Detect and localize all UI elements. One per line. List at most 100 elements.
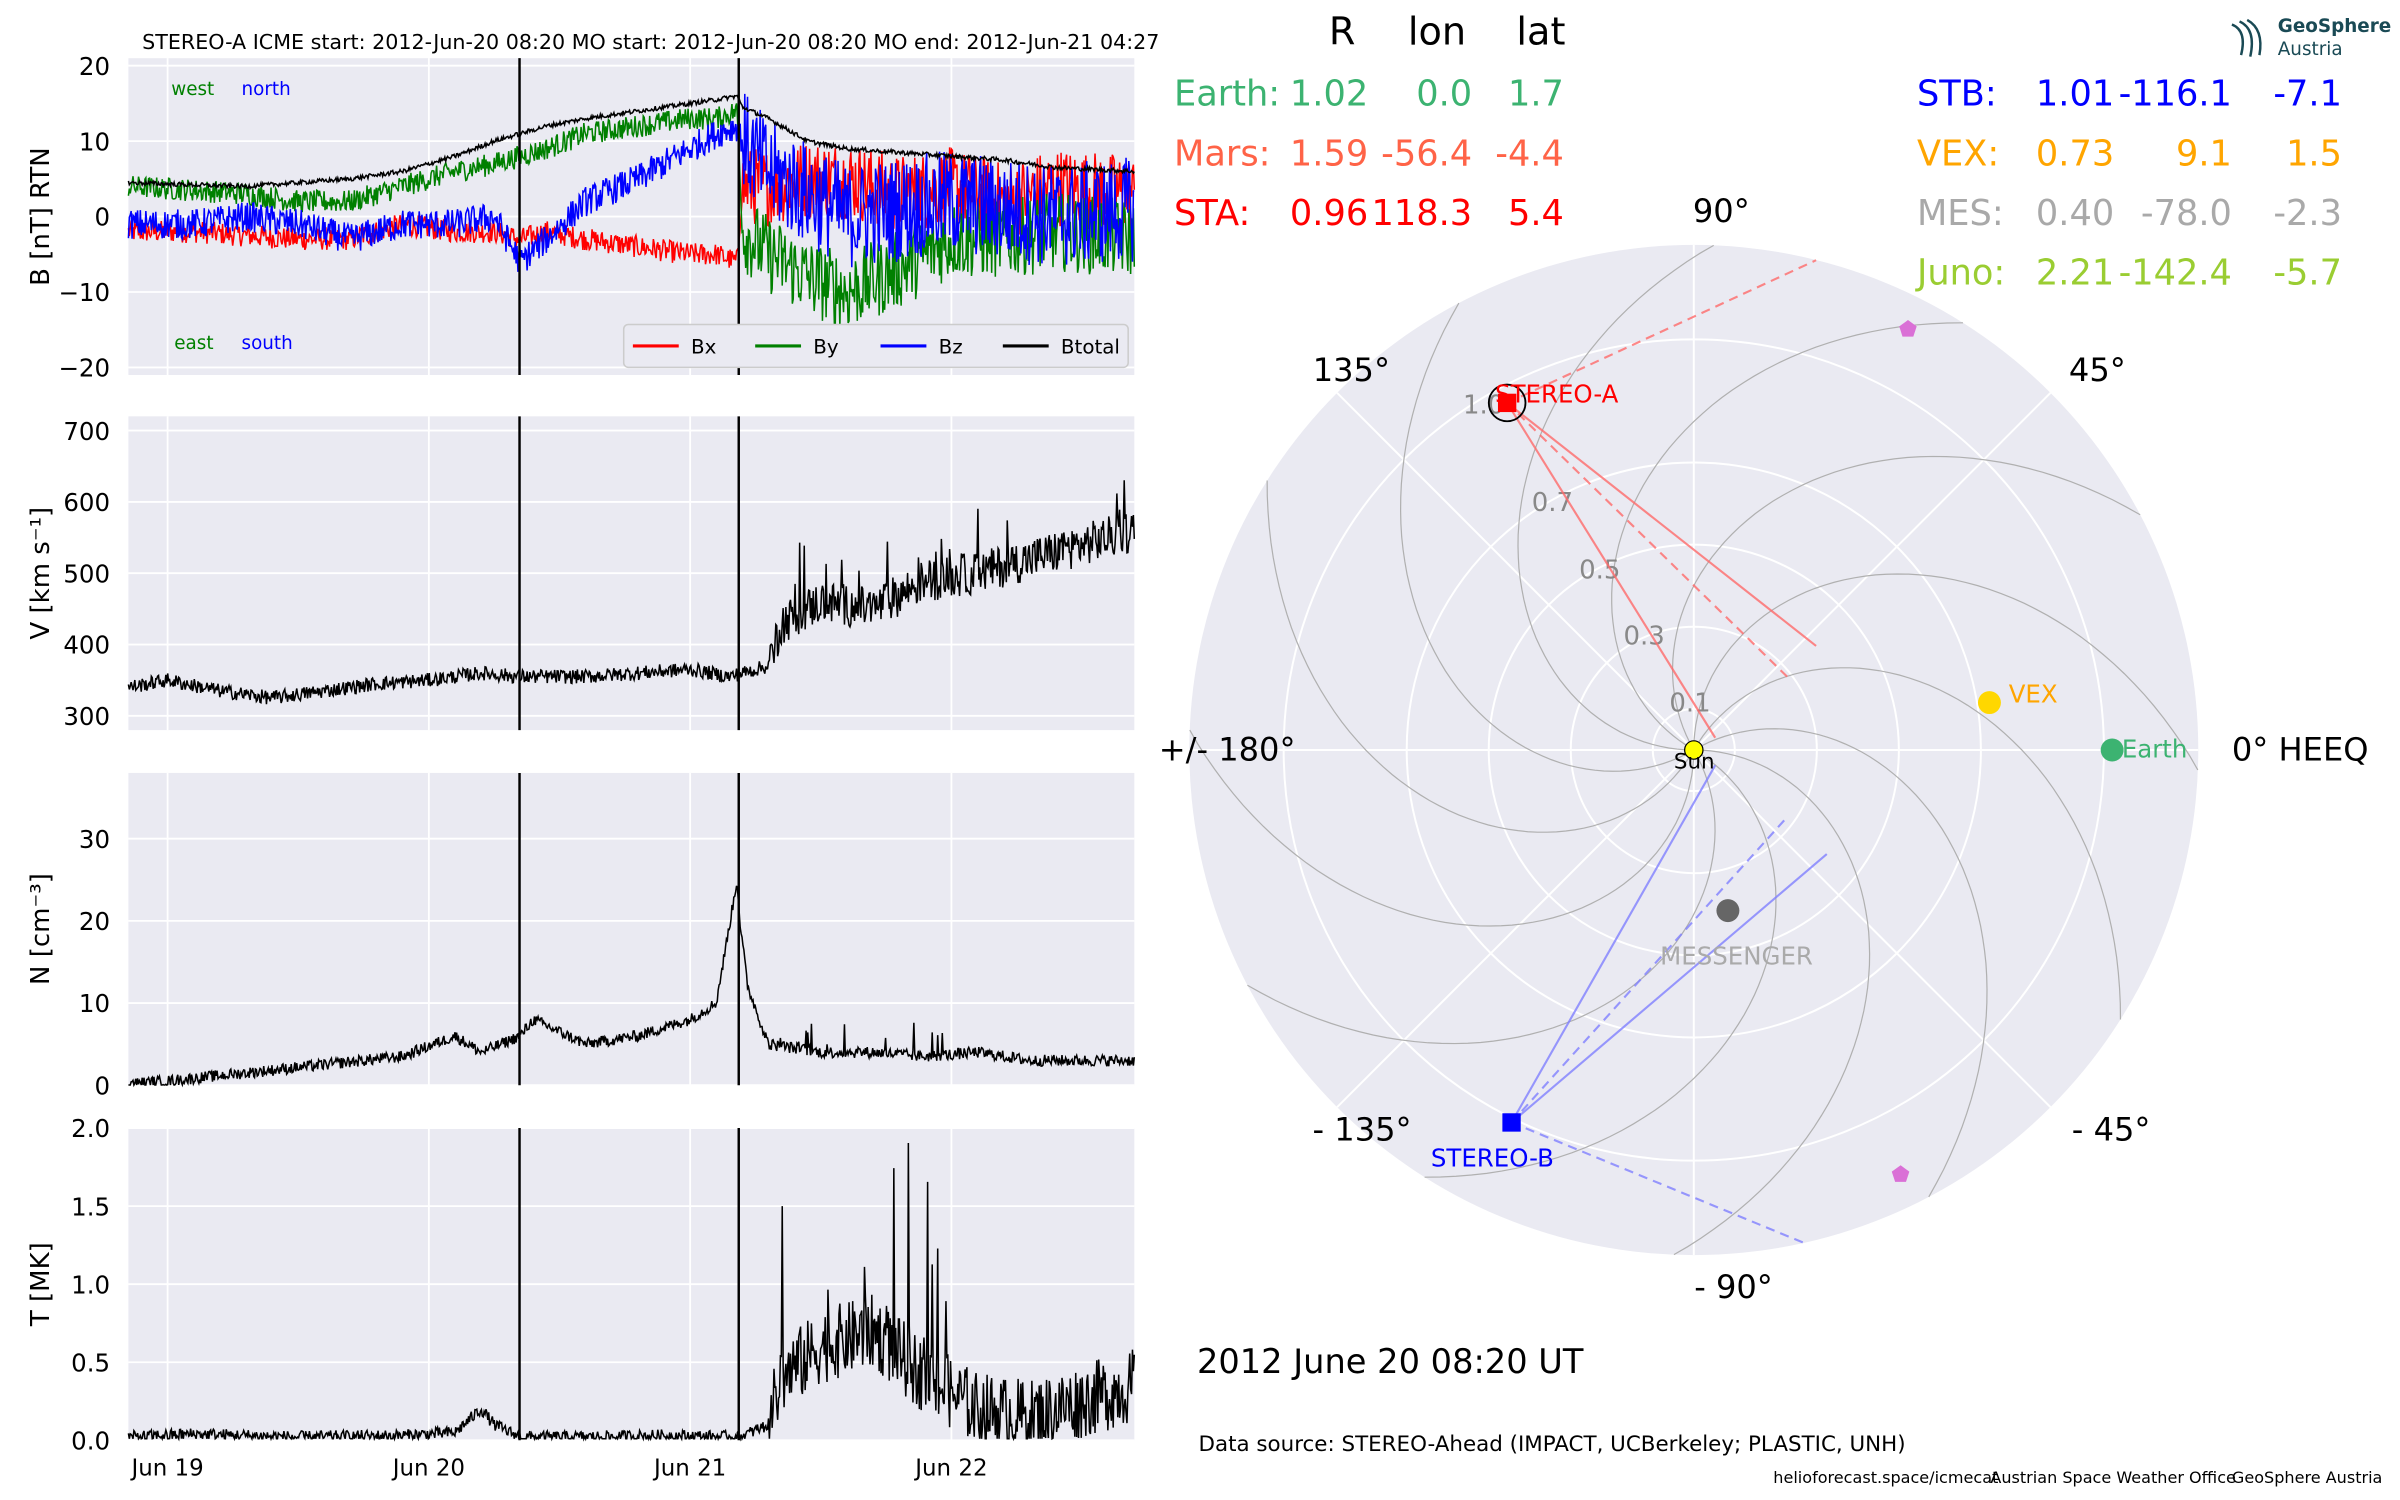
vex-marker bbox=[1977, 691, 2001, 715]
y-tick-label: −20 bbox=[58, 354, 110, 383]
sun-label: Sun bbox=[1674, 749, 1715, 774]
angle-label: - 90° bbox=[1694, 1268, 1773, 1306]
y-axis-label: N [cm⁻³] bbox=[26, 873, 56, 985]
field-lines bbox=[1506, 259, 1828, 1244]
angle-label: 135° bbox=[1313, 351, 1390, 389]
stereo-b-marker bbox=[1502, 1113, 1521, 1132]
table-header: R bbox=[1329, 10, 1356, 54]
parker-spiral bbox=[1189, 729, 1695, 927]
field-line bbox=[1506, 402, 1717, 739]
y-tick-label: 700 bbox=[63, 417, 110, 446]
series-data-line bbox=[127, 1143, 1136, 1442]
parker-spiral bbox=[1693, 728, 1988, 1198]
logo-line1: GeoSphere bbox=[2277, 15, 2392, 37]
series-data-line bbox=[127, 480, 1136, 705]
earth-label: Earth bbox=[2122, 735, 2188, 764]
series-by-line bbox=[127, 103, 1136, 329]
parker-spiral bbox=[1266, 480, 1695, 833]
parker-spiral bbox=[1611, 322, 1964, 751]
footer-office: Austrian Space Weather Office bbox=[1990, 1469, 2236, 1488]
table-row-r: 1.01 bbox=[2036, 74, 2114, 115]
y-axis-label: B [nT] RTN bbox=[26, 147, 56, 286]
radial-tick-label: 1.0 bbox=[1463, 390, 1504, 420]
table-row-lat: 5.4 bbox=[1508, 193, 1564, 234]
y-axis-label: V [km s⁻¹] bbox=[26, 507, 56, 640]
angle-label: 90° bbox=[1693, 192, 1750, 230]
table-row-name: STA: bbox=[1174, 193, 1250, 234]
y-tick-label: 1.0 bbox=[71, 1270, 110, 1299]
annotation-south: south bbox=[242, 333, 293, 354]
geosphere-logo: GeoSphere Austria bbox=[2226, 12, 2394, 64]
stereo-b-label: STEREO-B bbox=[1431, 1143, 1554, 1172]
field-line bbox=[1511, 1121, 1805, 1244]
annotation-north: north bbox=[242, 79, 291, 100]
stereo-a-marker bbox=[1497, 393, 1517, 413]
table-row-lon: 9.1 bbox=[2176, 133, 2232, 174]
table-row-name: Mars: bbox=[1174, 133, 1270, 174]
legend: Bx By Bz Btotal bbox=[622, 323, 1129, 369]
panel-1: 20 10 0 −10 −20 B [nT] RTN bbox=[26, 52, 1136, 383]
y-tick-label: 2.0 bbox=[71, 1114, 110, 1143]
y-tick-label: 10 bbox=[79, 989, 110, 1018]
y-tick-label: 400 bbox=[63, 631, 110, 660]
table-row-r: 0.40 bbox=[2036, 193, 2114, 234]
table-row-r: 2.21 bbox=[2036, 253, 2114, 294]
field-line bbox=[1510, 818, 1787, 1124]
table-row-lon: -116.1 bbox=[2119, 74, 2232, 115]
x-tick-label: Jun 21 bbox=[652, 1455, 726, 1481]
table-row-lat: -5.7 bbox=[2273, 253, 2342, 294]
messenger-marker bbox=[1716, 899, 1740, 923]
y-tick-label: 300 bbox=[63, 702, 110, 731]
geosphere-logo-icon bbox=[2231, 18, 2262, 57]
angle-label: 45° bbox=[2069, 351, 2126, 389]
footer-site: helioforecast.space/icmecat bbox=[1773, 1469, 1999, 1488]
parker-spiral bbox=[1247, 749, 1716, 1045]
y-tick-label: 0.0 bbox=[71, 1426, 110, 1455]
planet-markers bbox=[1487, 320, 2124, 1182]
angle-label: - 135° bbox=[1313, 1110, 1412, 1148]
vex-label: VEX bbox=[2009, 680, 2058, 709]
y-tick-label: 10 bbox=[79, 127, 110, 156]
stereo-a-label: STEREO-A bbox=[1495, 380, 1619, 409]
parker-spiral bbox=[1399, 302, 1695, 772]
table-row-r: 1.59 bbox=[1290, 133, 1368, 174]
parker-spiral bbox=[1424, 749, 1777, 1178]
radial-tick-label: 0.1 bbox=[1669, 689, 1710, 719]
x-tick-label: Jun 22 bbox=[913, 1455, 987, 1481]
table-row-name: Earth: bbox=[1174, 74, 1280, 115]
panel-2: 300 400 500 600 700 V [km s⁻¹] bbox=[26, 416, 1136, 731]
table-row-r: 0.73 bbox=[2036, 133, 2114, 174]
y-tick-label: 500 bbox=[63, 559, 110, 588]
y-tick-label: 20 bbox=[79, 52, 110, 81]
angle-label: - 45° bbox=[2072, 1110, 2151, 1148]
field-line bbox=[1506, 259, 1817, 404]
legend-label-btotal: Btotal bbox=[1061, 336, 1120, 359]
parker-spiral bbox=[1517, 244, 1714, 751]
field-line bbox=[1506, 402, 1817, 647]
table-row-lat: 1.7 bbox=[1508, 74, 1564, 115]
radial-tick-label: 0.5 bbox=[1579, 556, 1620, 586]
data-source: Data source: STEREO-Ahead (IMPACT, UCBer… bbox=[1198, 1432, 1906, 1458]
logo-line2: Austria bbox=[2277, 38, 2343, 60]
table-header: lon bbox=[1408, 10, 1466, 54]
table-row-name: Juno: bbox=[1915, 253, 2005, 294]
x-tick-label: Jun 19 bbox=[129, 1455, 203, 1481]
parker-spiral bbox=[1693, 667, 2122, 1020]
pentagon-marker bbox=[1899, 320, 1917, 337]
parker-spiral bbox=[1673, 749, 1871, 1256]
table-row-r: 0.96 bbox=[1290, 193, 1368, 234]
x-tick-label: Jun 20 bbox=[391, 1455, 465, 1481]
footer-org: GeoSphere Austria bbox=[2231, 1469, 2383, 1488]
y-tick-label: 600 bbox=[63, 488, 110, 517]
table-row-name: VEX: bbox=[1917, 133, 1999, 174]
table-row-lat: 1.5 bbox=[2286, 133, 2342, 174]
series-data-line bbox=[128, 885, 1136, 1088]
panel-4: 0.0 0.5 1.0 1.5 2.0 T [MK] bbox=[26, 1114, 1136, 1455]
panel-3: 0 10 20 30 N [cm⁻³] bbox=[26, 772, 1136, 1100]
series-btotal-line bbox=[127, 94, 1135, 191]
messenger-label: MESSENGER bbox=[1660, 941, 1813, 970]
table-row-lat: -4.4 bbox=[1495, 133, 1564, 174]
y-tick-label: 1.5 bbox=[71, 1192, 110, 1221]
